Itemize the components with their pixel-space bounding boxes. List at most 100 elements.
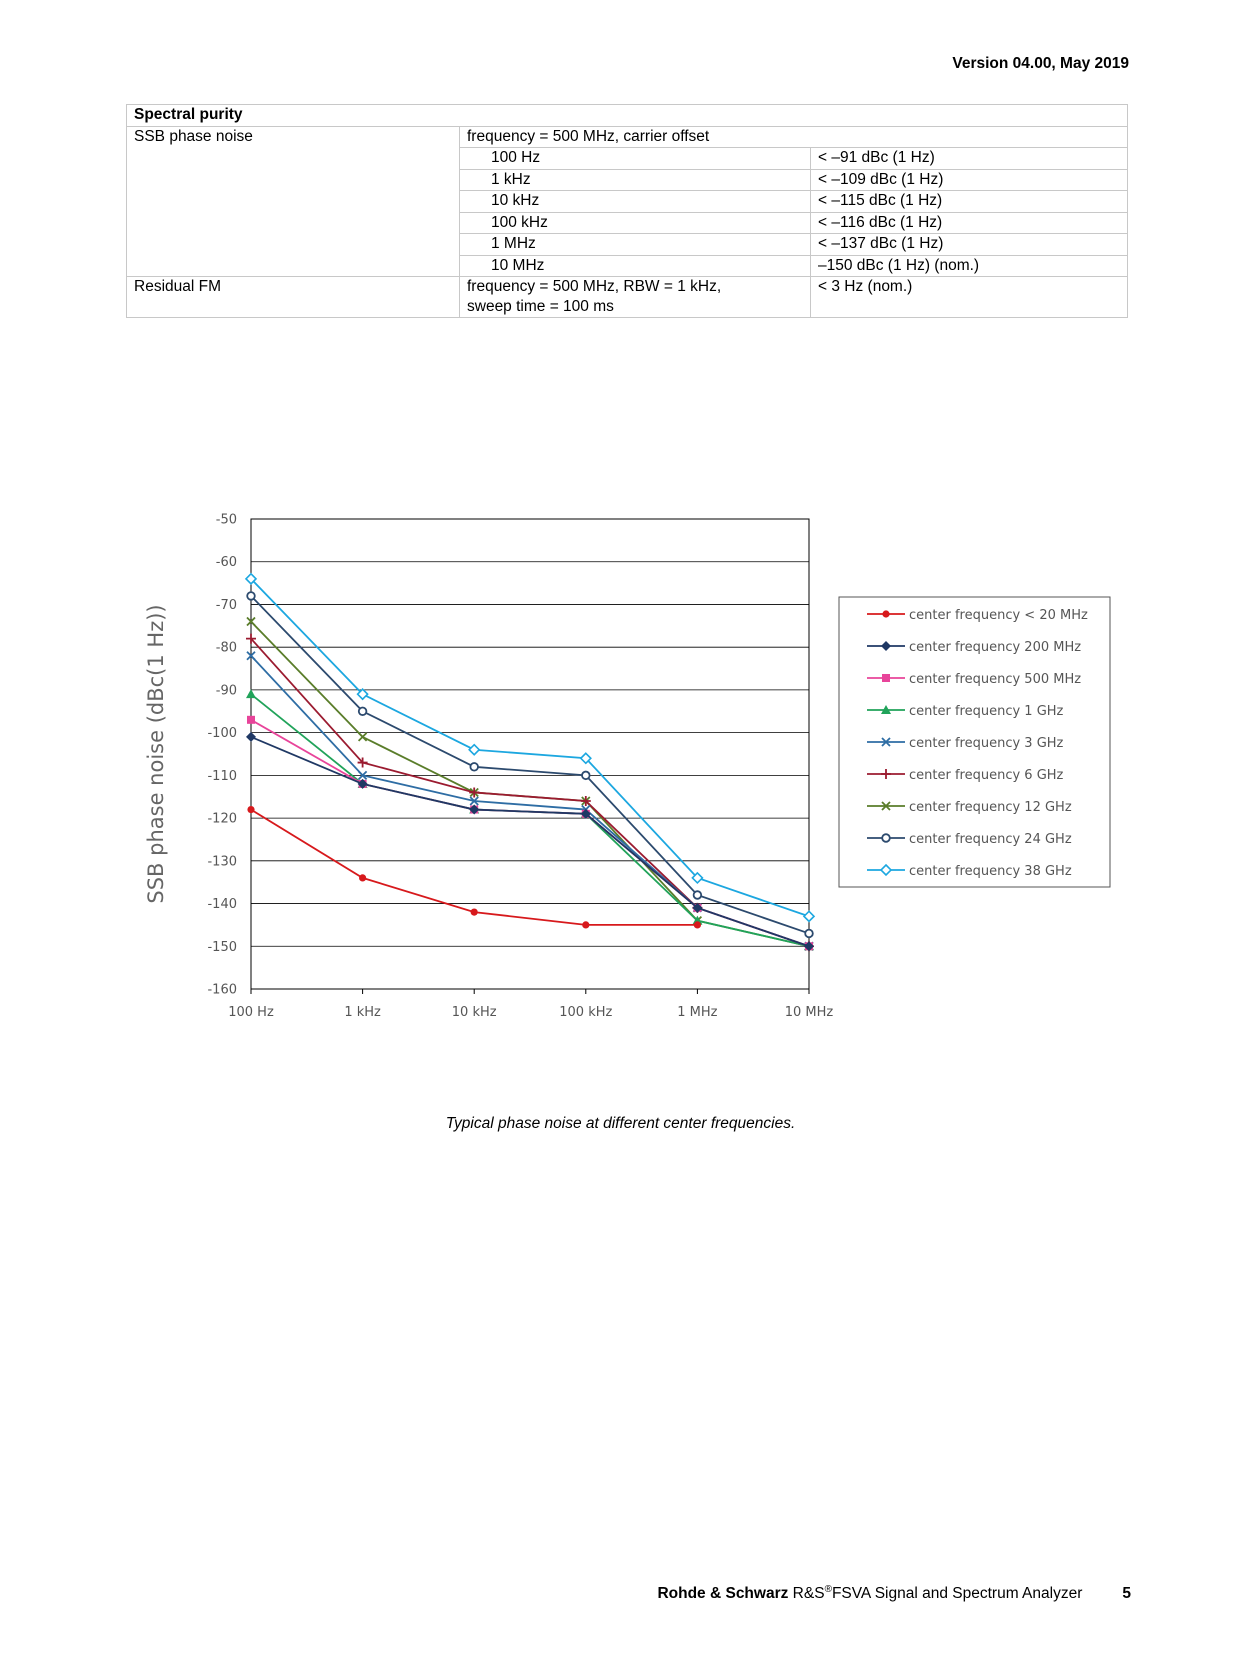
data-point	[469, 762, 479, 772]
data-point	[691, 871, 704, 885]
y-tick-label: -160	[207, 983, 237, 998]
table-row: 100 Hz < –91 dBc (1 Hz)	[127, 147, 1128, 170]
data-point	[879, 863, 893, 877]
legend-label: center frequency 24 GHz	[909, 832, 1072, 847]
value-cell: < –91 dBc (1 Hz)	[810, 147, 1128, 170]
legend-item: center frequency 500 MHz	[867, 672, 1081, 687]
data-point	[470, 908, 478, 916]
data-point	[469, 804, 480, 815]
y-tick-label: -130	[207, 854, 237, 869]
series-path	[250, 736, 810, 948]
table-row: SSB phase noise frequency = 500 MHz, car…	[126, 125, 1128, 277]
y-tick-label: -120	[207, 812, 237, 827]
y-tick-label: -70	[216, 598, 237, 613]
y-tick-label: -100	[207, 726, 237, 741]
offset-cell: 1 MHz	[459, 233, 811, 256]
legend-item: center frequency 1 GHz	[867, 704, 1064, 719]
legend-item: center frequency 200 MHz	[867, 640, 1081, 655]
series-line	[247, 805, 702, 929]
page-footer: Rohde & Schwarz R&S®FSVA Signal and Spec…	[657, 1584, 1131, 1603]
x-tick-label: 1 kHz	[344, 1005, 381, 1020]
series-line	[247, 715, 813, 951]
version-header: Version 04.00, May 2019	[952, 55, 1129, 72]
table-row: 10 MHz –150 dBc (1 Hz) (nom.)	[127, 254, 1128, 277]
section-heading: Spectral purity	[126, 104, 1128, 127]
data-point	[357, 778, 368, 789]
data-point	[357, 706, 368, 716]
series-path	[250, 655, 810, 948]
residual-condition-line1: frequency = 500 MHz, RBW = 1 kHz,	[467, 278, 722, 295]
residual-fm-condition: frequency = 500 MHz, RBW = 1 kHz, sweep t…	[459, 276, 811, 318]
legend-label: center frequency 200 MHz	[909, 640, 1081, 655]
footer-product-name: FSVA Signal and Spectrum Analyzer	[831, 1585, 1083, 1603]
data-point	[581, 770, 591, 781]
legend-label: center frequency 38 GHz	[909, 864, 1072, 879]
y-tick-label: -50	[216, 513, 237, 528]
legend-item: center frequency 6 GHz	[867, 768, 1064, 783]
y-tick-label: -80	[216, 641, 237, 656]
data-point	[881, 833, 891, 843]
y-tick-label: -150	[207, 940, 237, 955]
series-path	[250, 578, 810, 918]
x-tick-label: 1 MHz	[677, 1005, 717, 1020]
data-point	[246, 651, 256, 661]
data-point	[246, 591, 256, 601]
table-row: 1 MHz < –137 dBc (1 Hz)	[127, 233, 1128, 256]
data-point	[246, 731, 256, 742]
series-path	[250, 620, 810, 948]
y-tick-label: -140	[207, 897, 237, 912]
legend-item: center frequency 24 GHz	[867, 832, 1072, 847]
data-point	[469, 796, 479, 806]
legend-label: center frequency 6 GHz	[909, 768, 1064, 783]
legend-item: center frequency 38 GHz	[867, 863, 1072, 879]
data-point	[692, 902, 703, 913]
data-point	[357, 757, 368, 768]
data-point	[692, 890, 703, 900]
table-row: 10 kHz < –115 dBc (1 Hz)	[127, 190, 1128, 213]
data-point	[881, 705, 891, 714]
data-point	[247, 715, 255, 724]
data-point	[246, 616, 256, 627]
series-line	[244, 572, 816, 923]
data-point	[579, 752, 592, 765]
figure-caption: Typical phase noise at different center …	[445, 1115, 796, 1132]
ssb-phase-noise-label: SSB phase noise	[126, 125, 460, 277]
data-point	[881, 641, 891, 651]
data-point	[804, 941, 814, 952]
data-point	[359, 874, 367, 882]
y-tick-label: -90	[216, 683, 237, 698]
data-point	[882, 674, 890, 682]
data-point	[881, 737, 891, 747]
legend-label: center frequency 1 GHz	[909, 704, 1064, 719]
legend-label: center frequency 500 MHz	[909, 672, 1081, 687]
data-point	[469, 787, 480, 798]
legend-label: center frequency 12 GHz	[909, 800, 1072, 815]
data-point	[244, 572, 258, 585]
footer-company: Rohde & Schwarz	[657, 1585, 789, 1603]
data-point	[357, 770, 368, 781]
data-point	[247, 805, 255, 814]
value-cell: –150 dBc (1 Hz) (nom.)	[810, 254, 1128, 277]
series-path	[250, 638, 810, 948]
registered-mark: ®	[824, 1584, 832, 1595]
data-point	[580, 808, 591, 819]
series-line	[246, 731, 814, 952]
spectral-purity-table: Spectral purity SSB phase noise frequenc…	[126, 104, 1128, 318]
data-point	[881, 801, 891, 811]
data-point	[357, 732, 368, 742]
legend-item: center frequency 3 GHz	[867, 736, 1064, 751]
data-point	[881, 769, 891, 779]
legend-item: center frequency 12 GHz	[867, 800, 1072, 815]
y-tick-label: -60	[216, 555, 237, 570]
residual-fm-value: < 3 Hz (nom.)	[810, 276, 1128, 318]
data-point	[580, 796, 591, 806]
data-point	[246, 633, 256, 644]
y-tick-label: -110	[207, 769, 237, 784]
data-point	[582, 921, 590, 929]
residual-condition-line2: sweep time = 100 ms	[467, 298, 614, 315]
y-axis-label: SSB phase noise (dBc(1 Hz))	[144, 604, 168, 903]
page-number: 5	[1122, 1585, 1131, 1603]
phase-noise-chart: -50 -60 -70 -80 -90 -100 -110 -120 -130 -140 -150 -…	[144, 513, 1111, 1020]
data-point	[246, 689, 256, 699]
data-point	[356, 688, 369, 701]
